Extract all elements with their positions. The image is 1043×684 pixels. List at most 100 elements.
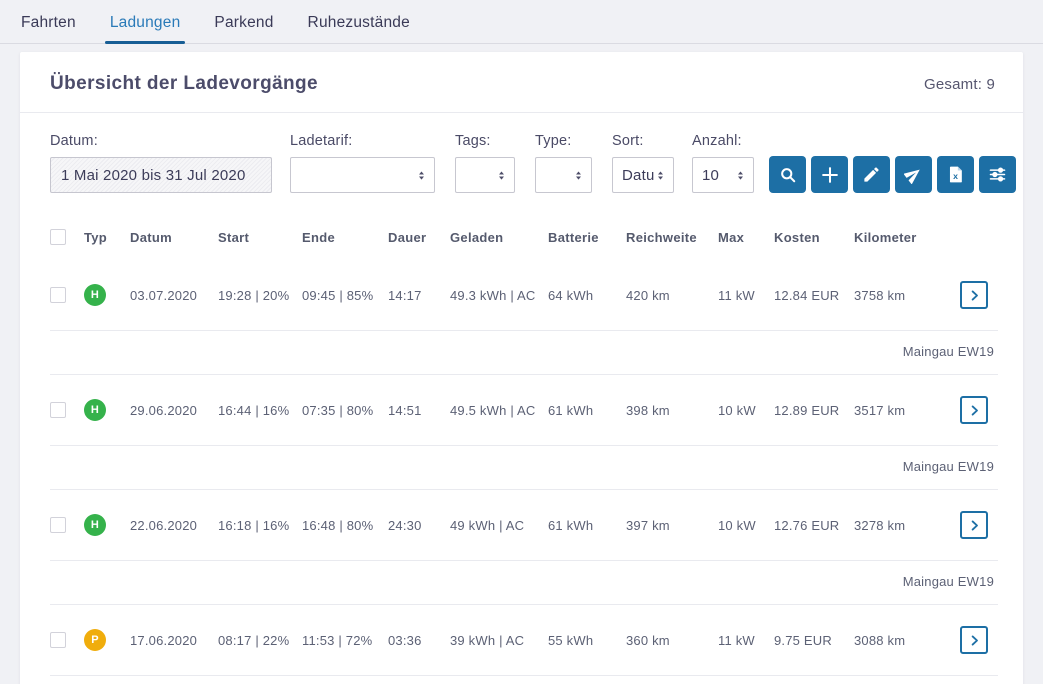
page-title: Übersicht der Ladevorgänge [50, 73, 318, 95]
filter-ladetarif: Ladetarif: [290, 133, 435, 193]
tariff-label: MAINGAU - EinfachStromLaden (Energiekund… [50, 676, 998, 684]
header-max: Max [718, 213, 774, 260]
tags-select[interactable] [455, 157, 515, 193]
cell-start: 19:28 | 20% [218, 260, 302, 331]
cell-reichweite: 398 km [626, 375, 718, 446]
cell-start: 16:44 | 16% [218, 375, 302, 446]
panel-header: Übersicht der Ladevorgänge Gesamt: 9 [20, 52, 1023, 113]
tab-fahrten[interactable]: Fahrten [21, 14, 76, 43]
chevron-right-icon [967, 518, 982, 533]
table-header-row: Typ Datum Start Ende Dauer Geladen Batte… [50, 213, 998, 260]
cell-datum: 17.06.2020 [130, 605, 218, 676]
sliders-icon [987, 164, 1008, 185]
send-button[interactable] [895, 156, 932, 193]
svg-text:x: x [953, 171, 958, 181]
search-button[interactable] [769, 156, 806, 193]
row-checkbox[interactable] [50, 517, 66, 533]
row-checkbox[interactable] [50, 402, 66, 418]
cell-datum: 22.06.2020 [130, 490, 218, 561]
tab-ruhezustaende[interactable]: Ruhezustände [308, 14, 410, 43]
cell-dauer: 03:36 [388, 605, 450, 676]
header-ende: Ende [302, 213, 388, 260]
anzahl-select[interactable]: 10 [692, 157, 754, 193]
header-datum: Datum [130, 213, 218, 260]
header-typ: Typ [84, 213, 130, 260]
anzahl-value: 10 [702, 167, 719, 184]
header-start: Start [218, 213, 302, 260]
filter-settings-button[interactable] [979, 156, 1016, 193]
cell-reichweite: 397 km [626, 490, 718, 561]
ladetarif-label: Ladetarif: [290, 133, 435, 149]
cell-max: 11 kW [718, 605, 774, 676]
select-caret-icon [572, 169, 585, 182]
cell-batterie: 61 kWh [548, 375, 626, 446]
cell-dauer: 14:51 [388, 375, 450, 446]
charging-sessions-table: Typ Datum Start Ende Dauer Geladen Batte… [50, 213, 998, 684]
header-kilometer: Kilometer [854, 213, 944, 260]
paper-plane-icon [904, 165, 923, 184]
cell-dauer: 14:17 [388, 260, 450, 331]
type-badge: H [84, 514, 106, 536]
header-kosten: Kosten [774, 213, 854, 260]
chevron-right-icon [967, 288, 982, 303]
cell-geladen: 39 kWh | AC [450, 605, 548, 676]
filter-anzahl: Anzahl: 10 [692, 133, 754, 193]
table-row: P 17.06.2020 08:17 | 22% 11:53 | 72% 03:… [50, 605, 998, 676]
tab-parkend[interactable]: Parkend [214, 14, 273, 43]
type-label: Type: [535, 133, 592, 149]
total-count-label: Gesamt: 9 [924, 76, 995, 93]
filter-datum: Datum: [50, 133, 272, 193]
cell-ende: 09:45 | 85% [302, 260, 388, 331]
ladetarif-select[interactable] [290, 157, 435, 193]
row-detail-button[interactable] [960, 281, 988, 309]
row-tariff: Maingau EW19 [50, 561, 998, 605]
chevron-right-icon [967, 633, 982, 648]
tab-ladungen[interactable]: Ladungen [110, 14, 181, 43]
add-button[interactable] [811, 156, 848, 193]
edit-button[interactable] [853, 156, 890, 193]
cell-ende: 11:53 | 72% [302, 605, 388, 676]
date-range-input[interactable] [50, 157, 272, 193]
type-badge: H [84, 399, 106, 421]
tab-bar: Fahrten Ladungen Parkend Ruhezustände [0, 0, 1043, 44]
cell-ende: 07:35 | 80% [302, 375, 388, 446]
search-icon [778, 165, 798, 185]
header-geladen: Geladen [450, 213, 548, 260]
select-caret-icon [734, 169, 747, 182]
select-all-checkbox[interactable] [50, 229, 66, 245]
cell-max: 11 kW [718, 260, 774, 331]
cell-kilometer: 3758 km [854, 260, 944, 331]
row-detail-button[interactable] [960, 396, 988, 424]
datum-label: Datum: [50, 133, 272, 149]
cell-kilometer: 3278 km [854, 490, 944, 561]
header-batterie: Batterie [548, 213, 626, 260]
cell-kilometer: 3088 km [854, 605, 944, 676]
cell-batterie: 61 kWh [548, 490, 626, 561]
row-checkbox[interactable] [50, 632, 66, 648]
filter-type: Type: [535, 133, 592, 193]
type-badge: P [84, 629, 106, 651]
cell-geladen: 49.3 kWh | AC [450, 260, 548, 331]
excel-export-button[interactable]: x [937, 156, 974, 193]
table-row: H 29.06.2020 16:44 | 16% 07:35 | 80% 14:… [50, 375, 998, 446]
cell-ende: 16:48 | 80% [302, 490, 388, 561]
row-tariff: Maingau EW19 [50, 331, 998, 375]
select-caret-icon [495, 169, 508, 182]
cell-kosten: 12.84 EUR [774, 260, 854, 331]
type-select[interactable] [535, 157, 592, 193]
row-detail-button[interactable] [960, 626, 988, 654]
type-badge: H [84, 284, 106, 306]
cell-reichweite: 360 km [626, 605, 718, 676]
filter-tags: Tags: [455, 133, 515, 193]
pencil-icon [862, 165, 881, 184]
filter-bar: Datum: Ladetarif: Tags: Type: Sor [20, 113, 1023, 209]
sort-select[interactable]: Datum [612, 157, 674, 193]
sort-value: Datum [622, 167, 654, 184]
row-detail-button[interactable] [960, 511, 988, 539]
cell-max: 10 kW [718, 375, 774, 446]
cell-kosten: 12.76 EUR [774, 490, 854, 561]
cell-geladen: 49 kWh | AC [450, 490, 548, 561]
cell-dauer: 24:30 [388, 490, 450, 561]
row-checkbox[interactable] [50, 287, 66, 303]
tags-label: Tags: [455, 133, 515, 149]
